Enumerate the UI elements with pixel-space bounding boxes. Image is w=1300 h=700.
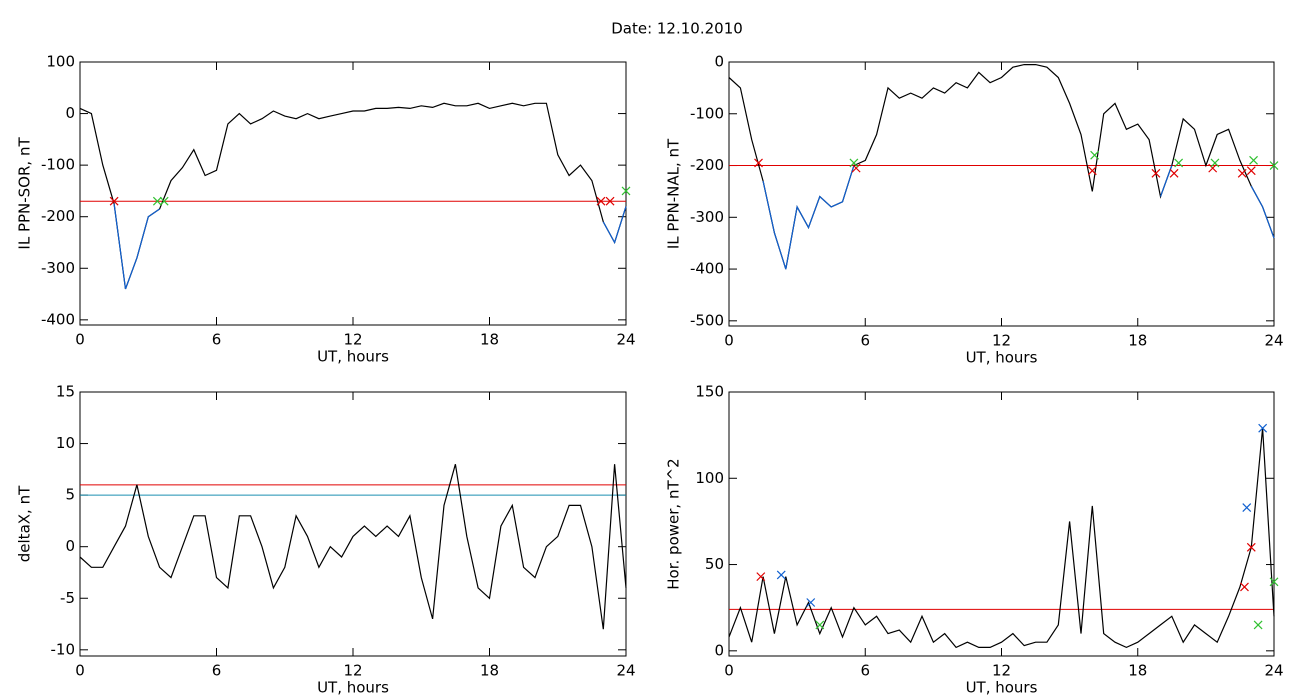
cross-marker (754, 158, 763, 168)
y-tick-label: -100 (41, 156, 75, 174)
plot-frame (79, 391, 627, 657)
y-tick-label: -400 (41, 310, 75, 328)
y-tick-label: -300 (41, 259, 75, 277)
y-tick-label: -200 (41, 207, 75, 225)
cross-marker (1210, 158, 1220, 168)
cross-marker (1269, 577, 1279, 587)
data-line (113, 203, 627, 290)
cross-marker (1258, 423, 1268, 433)
cross-marker (1242, 503, 1252, 513)
x-tick-label: 0 (75, 331, 85, 349)
cross-marker (1269, 161, 1279, 170)
y-tick-label: -5 (60, 589, 75, 607)
y-tick-label: 100 (46, 53, 75, 71)
y-tick-label: 50 (705, 555, 724, 573)
x-tick-label: 6 (860, 662, 870, 680)
cross-marker (1246, 542, 1256, 552)
cross-marker (1246, 166, 1256, 176)
plot-frame (728, 61, 1275, 327)
y-tick-label: 0 (714, 641, 724, 659)
y-axis-label: IL PPN-NAL, nT (665, 138, 683, 249)
cross-marker (1087, 166, 1097, 176)
y-tick-label: -500 (690, 311, 724, 329)
cross-marker (756, 572, 766, 582)
x-tick-label: 18 (1128, 662, 1147, 680)
y-tick-label: 100 (695, 469, 724, 487)
cross-marker (605, 196, 615, 206)
data-line (79, 102, 627, 290)
data-line (728, 63, 1275, 270)
x-tick-label: 6 (860, 332, 870, 350)
x-tick-label: 18 (480, 331, 499, 349)
x-axis-label: UT, hours (966, 679, 1038, 697)
cross-marker (815, 620, 825, 630)
data-line (728, 428, 1275, 649)
y-tick-label: -200 (690, 156, 724, 174)
cross-marker (1240, 582, 1249, 592)
cross-marker (851, 163, 861, 173)
cross-marker (621, 186, 631, 196)
cross-marker (1090, 150, 1100, 160)
x-tick-label: 24 (1264, 662, 1283, 680)
x-tick-label: 24 (616, 662, 635, 680)
data-line (79, 464, 627, 630)
cross-marker (1174, 158, 1184, 168)
plot-frame (728, 391, 1275, 657)
y-tick-label: -400 (690, 260, 724, 278)
y-tick-label: 0 (65, 104, 75, 122)
x-tick-label: 18 (480, 662, 499, 680)
y-axis-label: IL PPN-SOR, nT (16, 137, 34, 250)
y-axis-label: deltaX, nT (16, 485, 34, 562)
y-tick-label: -10 (51, 640, 76, 658)
x-tick-label: 12 (992, 662, 1011, 680)
y-tick-label: 10 (56, 434, 75, 452)
x-tick-label: 0 (724, 332, 734, 350)
y-tick-label: 150 (695, 383, 724, 401)
y-tick-label: 0 (65, 537, 75, 555)
cross-marker (1208, 163, 1218, 173)
x-tick-label: 12 (343, 662, 362, 680)
y-tick-label: -100 (690, 104, 724, 122)
cross-marker (1253, 620, 1263, 630)
x-tick-label: 0 (75, 662, 85, 680)
y-axis-label: Hor. power, nT^2 (665, 458, 683, 589)
cross-marker (849, 158, 859, 168)
cross-marker (1237, 168, 1247, 178)
cross-marker (159, 196, 169, 206)
cross-marker (806, 598, 816, 607)
plot-frame (79, 61, 627, 326)
x-tick-label: 6 (212, 662, 222, 680)
cross-marker (776, 570, 786, 580)
cross-marker (596, 196, 606, 206)
cross-marker (152, 196, 162, 206)
x-tick-label: 12 (343, 331, 362, 349)
x-tick-label: 0 (724, 662, 734, 680)
x-axis-label: UT, hours (317, 348, 389, 366)
x-tick-label: 18 (1128, 332, 1147, 350)
y-tick-label: -300 (690, 208, 724, 226)
x-axis-label: UT, hours (317, 679, 389, 697)
y-tick-label: 5 (65, 486, 75, 504)
cross-marker (1249, 155, 1258, 165)
y-tick-label: 0 (714, 53, 724, 71)
cross-marker (1151, 168, 1161, 178)
x-axis-label: UT, hours (966, 349, 1038, 367)
cross-marker (109, 196, 119, 206)
cross-marker (1169, 168, 1179, 178)
x-tick-label: 12 (992, 332, 1011, 350)
x-tick-label: 24 (1264, 332, 1283, 350)
x-tick-label: 6 (212, 331, 222, 349)
data-line (762, 165, 1275, 270)
figure-title: Date: 12.10.2010 (611, 20, 743, 38)
x-tick-label: 24 (616, 331, 635, 349)
y-tick-label: 15 (56, 383, 75, 401)
